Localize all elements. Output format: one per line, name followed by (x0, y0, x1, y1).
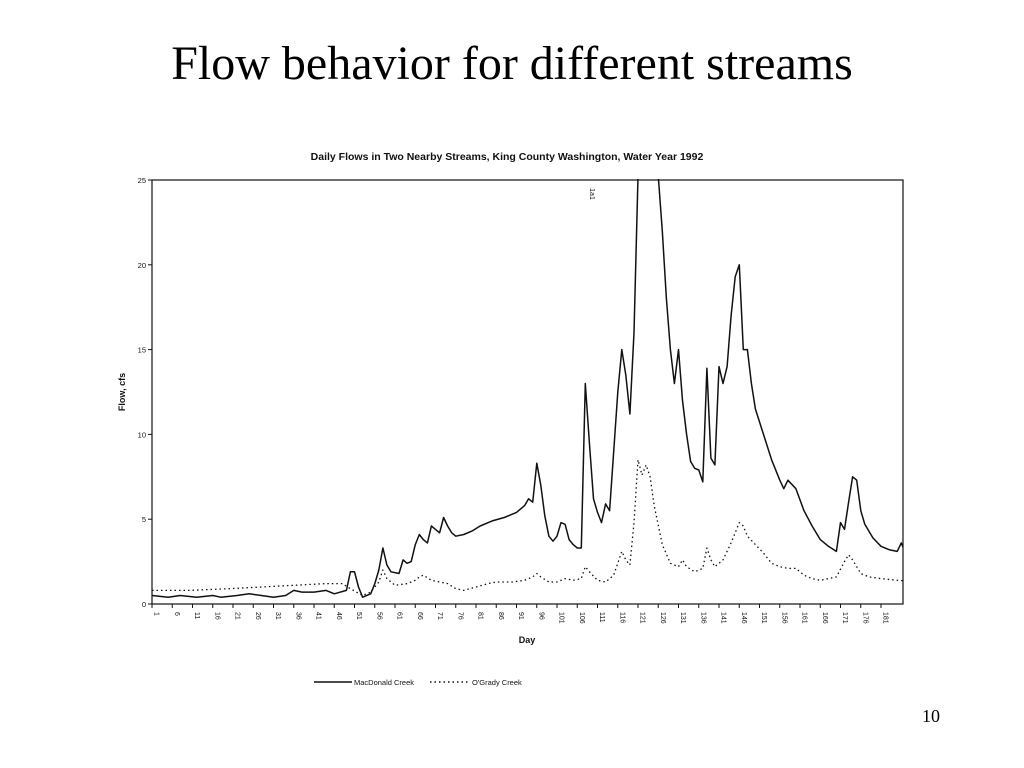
x-tick-label: 76 (456, 612, 463, 620)
series-line-ogrady (152, 459, 903, 597)
y-tick-label: 5 (142, 515, 146, 524)
x-tick-label: 1 (153, 612, 160, 616)
x-tick-label: 66 (416, 612, 423, 620)
x-tick-label: 121 (639, 612, 646, 624)
x-tick-label: 46 (335, 612, 342, 620)
slide-title: Flow behavior for different streams (171, 37, 853, 90)
x-tick-label: 146 (740, 612, 747, 624)
y-tick-label: 20 (138, 261, 146, 270)
x-tick-label: 51 (355, 612, 362, 620)
x-tick-label: 151 (760, 612, 767, 624)
x-tick-label: 111 (598, 612, 605, 623)
x-tick-label: 156 (780, 612, 787, 624)
y-tick-label: 0 (142, 600, 146, 609)
x-tick-label: 171 (841, 612, 848, 624)
x-tick-label: 41 (315, 612, 322, 620)
x-tick-label: 26 (254, 612, 261, 620)
x-tick-label: 56 (375, 612, 382, 620)
peak-annotation: 1a1 (588, 188, 595, 200)
x-tick-label: 21 (234, 612, 241, 620)
chart-title: Daily Flows in Two Nearby Streams, King … (311, 151, 704, 163)
x-tick-label: 101 (558, 612, 565, 624)
x-tick-label: 86 (497, 612, 504, 620)
page-number: 10 (922, 706, 940, 726)
y-tick-label: 25 (138, 176, 146, 185)
legend-label-ogrady: O'Grady Creek (472, 678, 522, 687)
y-axis-label: Flow, cfs (117, 373, 127, 411)
x-tick-label: 96 (537, 612, 544, 620)
x-tick-label: 16 (213, 612, 220, 620)
x-tick-label: 131 (679, 612, 686, 624)
x-tick-label: 141 (720, 612, 727, 624)
legend-label-macdonald: MacDonald Creek (354, 678, 414, 687)
x-tick-label: 181 (882, 612, 889, 624)
series-line-macdonald (152, 179, 903, 598)
x-tick-label: 11 (193, 612, 200, 619)
x-tick-label: 31 (274, 612, 281, 620)
x-tick-label: 106 (578, 612, 585, 624)
x-axis-label: Day (519, 635, 536, 645)
x-tick-label: 116 (618, 612, 625, 623)
legend: MacDonald Creek O'Grady Creek (314, 678, 522, 687)
x-tick-label: 166 (821, 612, 828, 624)
plot-frame (151, 179, 904, 605)
x-tick-label: 136 (699, 612, 706, 624)
y-tick-label: 15 (138, 346, 146, 355)
y-tick-label: 10 (138, 430, 146, 439)
x-tick-label: 81 (477, 612, 484, 620)
x-tick-label: 36 (294, 612, 301, 620)
x-tick-label: 61 (396, 612, 403, 620)
x-tick-label: 126 (659, 612, 666, 624)
x-tick-label: 161 (801, 612, 808, 624)
x-tick-label: 91 (517, 612, 524, 620)
x-tick-label: 71 (436, 612, 443, 620)
x-tick-label: 6 (173, 612, 180, 616)
x-tick-label: 176 (861, 612, 868, 624)
